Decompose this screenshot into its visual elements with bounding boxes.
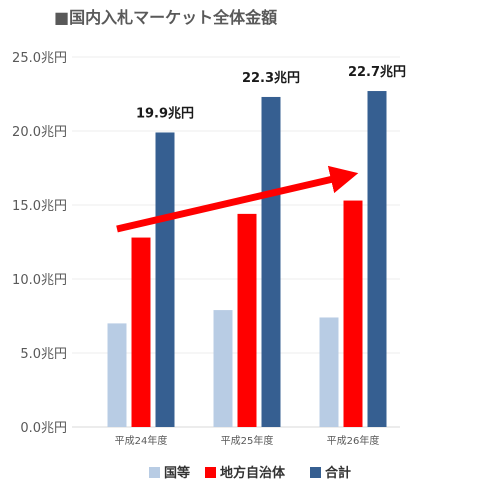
bar <box>367 91 387 427</box>
legend-swatch <box>149 467 160 478</box>
legend-swatch <box>205 467 216 478</box>
y-tick-label: 25.0兆円 <box>12 51 67 66</box>
y-tick-label: 0.0兆円 <box>20 421 67 436</box>
category-label: 平成26年度 <box>327 434 380 447</box>
bar <box>131 237 151 427</box>
y-tick-label: 15.0兆円 <box>12 199 67 214</box>
legend-label: 国等 <box>164 465 190 481</box>
trend-arrow <box>116 165 359 233</box>
annotation <box>116 165 359 233</box>
data-label: 22.7兆円 <box>348 64 406 80</box>
y-tick-label: 20.0兆円 <box>12 125 67 140</box>
legend-item: 国等 <box>149 465 190 481</box>
bar <box>107 323 127 427</box>
data-label: 19.9兆円 <box>136 105 194 121</box>
category-labels: 平成24年度 平成25年度 平成26年度 <box>115 434 380 447</box>
legend: 国等 地方自治体 合計 <box>149 465 351 481</box>
legend-item: 合計 <box>310 465 351 481</box>
bar <box>343 200 363 427</box>
legend-label: 地方自治体 <box>220 465 286 481</box>
category-label: 平成24年度 <box>115 434 168 447</box>
bars <box>107 91 387 428</box>
data-labels: 19.9兆円 22.3兆円 22.7兆円 <box>136 64 406 121</box>
y-tick-label: 10.0兆円 <box>12 273 67 288</box>
chart-title: ■国内入札マーケット全体金額 <box>54 8 278 27</box>
legend-item: 地方自治体 <box>205 465 286 481</box>
legend-label: 合計 <box>325 465 351 481</box>
y-tick-label: 5.0兆円 <box>20 347 67 362</box>
bar <box>319 317 339 427</box>
y-axis-ticks: 0.0兆円 5.0兆円 10.0兆円 15.0兆円 20.0兆円 25.0兆円 <box>12 51 67 436</box>
legend-swatch <box>310 467 321 478</box>
bar <box>261 96 281 428</box>
bar <box>155 132 175 428</box>
data-label: 22.3兆円 <box>242 70 300 86</box>
bar <box>237 213 257 427</box>
bar <box>213 310 233 427</box>
category-label: 平成25年度 <box>221 434 274 447</box>
